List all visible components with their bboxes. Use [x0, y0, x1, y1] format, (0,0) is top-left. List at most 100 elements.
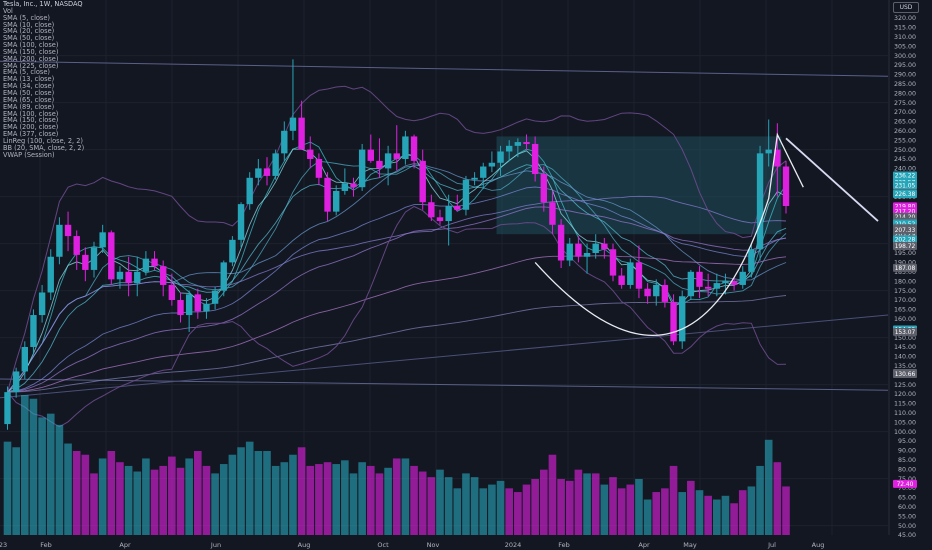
volume-bar	[306, 465, 315, 535]
candle-body	[575, 243, 582, 257]
candle-body	[324, 177, 331, 212]
candle-body	[540, 174, 547, 203]
price-tag-label: 226.38	[895, 192, 916, 198]
volume-bar	[384, 467, 392, 535]
time-axis-label: Aug	[298, 541, 311, 549]
price-tick-label: 145.00	[894, 344, 916, 351]
indicator-item[interactable]: EMA (34, close)	[3, 82, 55, 91]
indicator-item[interactable]: EMA (89, close)	[3, 102, 55, 111]
price-tag-background	[893, 263, 917, 272]
candle-body	[203, 303, 210, 312]
candle-body	[428, 202, 435, 218]
currency-badge[interactable]: USD	[893, 2, 919, 13]
volume-bar	[202, 465, 211, 535]
indicator-item[interactable]: EMA (5, close)	[3, 68, 50, 77]
volume-bar	[159, 465, 167, 535]
indicator-item[interactable]: SMA (225, close)	[3, 61, 59, 70]
volume-bar	[436, 469, 444, 535]
candle-body	[506, 145, 513, 152]
candle-body	[661, 284, 669, 302]
cup-pattern-line	[534, 132, 804, 337]
price-tick-label: 115.00	[894, 401, 916, 408]
time-axis-label: Feb	[40, 541, 52, 549]
price-tick-label: 180.00	[894, 278, 916, 285]
indicator-item[interactable]: BB (20, SMA, close, 2, 2)	[3, 143, 85, 152]
volume-bar	[116, 462, 124, 535]
candle-body	[21, 347, 28, 372]
candle-body	[592, 243, 599, 253]
candle-body	[748, 249, 755, 272]
indicator-item[interactable]: EMA (200, close)	[3, 123, 59, 132]
volume-label[interactable]: Vol	[3, 6, 13, 15]
symbol-title[interactable]: Tesla, Inc., 1W, NASDAQ	[3, 0, 83, 8]
price-tick-label: 320.00	[894, 15, 916, 22]
indicator-item[interactable]: SMA (5, close)	[3, 13, 50, 22]
price-tick-label: 110.00	[894, 410, 916, 417]
price-tag-background	[893, 171, 917, 180]
price-tick-label: 295.00	[894, 62, 916, 69]
volume-bar	[358, 462, 366, 535]
price-tag: 202.28	[893, 235, 917, 244]
indicator-item[interactable]: LinReg (100, close, 2, 2)	[3, 136, 83, 145]
indicator-item[interactable]: SMA (150, close)	[3, 47, 59, 56]
time-axis-label: Nov	[427, 541, 440, 549]
moving-average-line	[7, 206, 787, 393]
volume-bar	[150, 469, 159, 535]
indicator-item[interactable]: EMA (65, close)	[3, 95, 55, 104]
volume-bar	[600, 484, 609, 535]
regression-mid-line	[0, 314, 889, 399]
indicator-item[interactable]: EMA (13, close)	[3, 75, 55, 84]
price-tick-label: 175.00	[894, 288, 916, 295]
indicator-item[interactable]: VWAP (Session)	[3, 150, 55, 159]
volume-bar	[626, 484, 635, 535]
volume-bar	[21, 395, 29, 535]
volume-bar	[219, 464, 228, 535]
candle-body	[523, 142, 530, 144]
indicator-item[interactable]: SMA (200, close)	[3, 54, 59, 63]
indicator-item[interactable]: SMA (20, close)	[3, 27, 55, 36]
candle-body	[722, 281, 729, 284]
volume-bar	[64, 443, 72, 535]
time-axis-label: Jul	[767, 541, 776, 549]
time-axis-label: 23	[0, 541, 7, 549]
handle-projection-line	[785, 137, 879, 222]
indicator-item[interactable]: SMA (50, close)	[3, 34, 55, 43]
candle-body	[90, 247, 98, 270]
volume-bar	[46, 413, 55, 535]
candle-body	[56, 224, 63, 257]
candle-body	[445, 206, 452, 222]
candle-body	[350, 183, 357, 188]
candle-body	[281, 130, 288, 154]
volume-bar	[254, 451, 263, 535]
price-tick-label: 185.00	[894, 269, 916, 276]
price-tag-background	[893, 181, 917, 190]
volume-bar	[289, 454, 297, 535]
volume-bar	[470, 477, 479, 535]
price-tick-label: 140.00	[894, 354, 916, 361]
price-tag-background	[893, 190, 917, 199]
price-tag: 207.33	[893, 225, 917, 234]
volume-bar	[747, 486, 756, 535]
price-tick-label: 105.00	[894, 419, 916, 426]
price-tick-label: 125.00	[894, 382, 916, 389]
indicator-item[interactable]: EMA (150, close)	[3, 116, 59, 125]
price-tag: 231.05	[893, 181, 917, 189]
volume-bar	[228, 454, 237, 535]
volume-bar	[245, 441, 254, 535]
indicator-item[interactable]: EMA (377, close)	[3, 130, 59, 139]
volume-bar	[90, 473, 98, 535]
price-tick-label: 250.00	[894, 147, 916, 154]
price-tick-label: 305.00	[894, 43, 916, 50]
time-axis-label: Apr	[119, 541, 131, 549]
indicator-item[interactable]: EMA (50, close)	[3, 88, 55, 97]
bollinger-band-line	[7, 205, 787, 428]
indicator-item[interactable]: SMA (10, close)	[3, 20, 55, 29]
indicator-item[interactable]: EMA (100, close)	[3, 109, 59, 118]
indicator-item[interactable]: SMA (100, close)	[3, 41, 59, 50]
price-tick-label: 100.00	[894, 429, 916, 436]
candle-body	[64, 224, 72, 237]
price-tick-label: 280.00	[894, 90, 916, 97]
volume-bar	[124, 465, 133, 535]
candle-body	[73, 236, 80, 255]
